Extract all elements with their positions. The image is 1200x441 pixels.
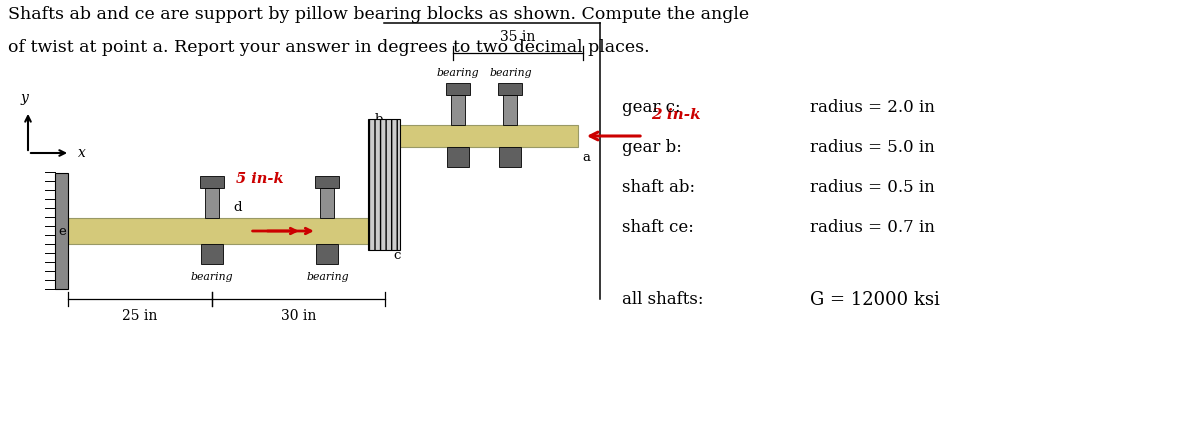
Text: bearing: bearing [437, 68, 480, 78]
Text: d: d [234, 201, 242, 214]
Text: radius = 2.0 in: radius = 2.0 in [810, 99, 935, 116]
Text: 5 in-k: 5 in-k [236, 172, 283, 186]
Text: G = 12000 ksi: G = 12000 ksi [810, 291, 940, 309]
Text: 30 in: 30 in [281, 309, 317, 323]
Text: c: c [394, 249, 401, 262]
Text: gear b:: gear b: [622, 139, 682, 156]
Bar [202, 244, 223, 264]
Bar [200, 176, 224, 188]
Text: of twist at point a. Report your answer in degrees to two decimal places.: of twist at point a. Report your answer … [8, 39, 649, 56]
Text: bearing: bearing [306, 272, 349, 282]
Bar [317, 244, 338, 264]
Text: b: b [374, 113, 383, 126]
Text: bearing: bearing [490, 68, 532, 78]
Text: all shafts:: all shafts: [622, 291, 703, 308]
Text: a: a [582, 151, 590, 164]
Text: bearing: bearing [191, 272, 234, 282]
Text: shaft ce:: shaft ce: [622, 219, 694, 236]
Text: radius = 0.5 in: radius = 0.5 in [810, 179, 935, 196]
Text: Shafts ab and ce are support by pillow bearing blocks as shown. Compute the angl: Shafts ab and ce are support by pillow b… [8, 6, 749, 23]
Bar [499, 147, 522, 167]
Bar [448, 147, 469, 167]
Bar [320, 188, 335, 218]
Text: gear c:: gear c: [622, 99, 680, 116]
Bar [385, 125, 578, 147]
Bar [446, 83, 470, 95]
Text: y: y [20, 91, 28, 105]
Text: 25 in: 25 in [122, 309, 157, 323]
Text: x: x [78, 146, 86, 160]
Bar [504, 95, 517, 125]
Bar [316, 176, 340, 188]
Bar [55, 173, 68, 289]
Text: radius = 0.7 in: radius = 0.7 in [810, 219, 935, 236]
Bar [368, 119, 400, 250]
Text: 2 in-k: 2 in-k [652, 108, 701, 122]
Bar [68, 218, 385, 244]
Bar [451, 95, 466, 125]
Text: shaft ab:: shaft ab: [622, 179, 695, 196]
Bar [205, 188, 220, 218]
Bar [498, 83, 522, 95]
Text: 35 in: 35 in [500, 30, 536, 44]
Text: radius = 5.0 in: radius = 5.0 in [810, 139, 935, 156]
Text: e: e [59, 224, 66, 238]
